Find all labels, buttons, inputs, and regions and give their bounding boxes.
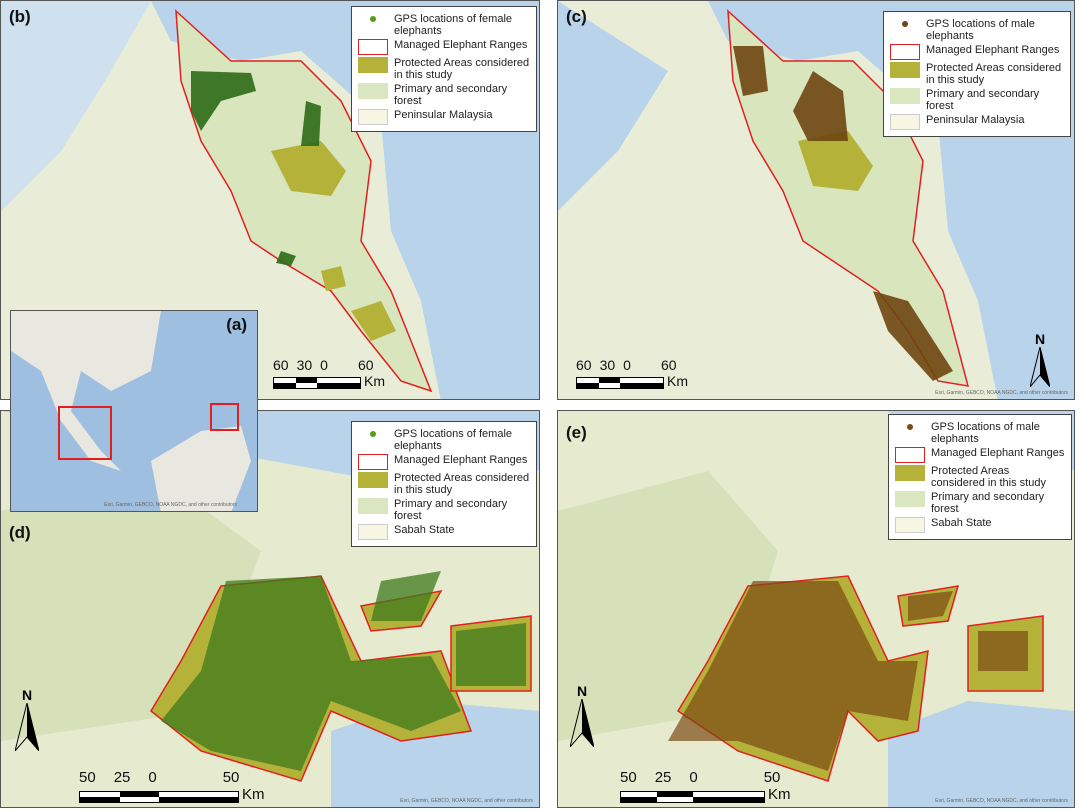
north-arrow: N [569,683,595,750]
legend-e: GPS locations of male elephants Managed … [888,414,1072,540]
north-label: N [576,683,588,699]
legend-ranges: Managed Elephant Ranges [394,39,528,51]
gps-point-icon [358,13,388,25]
scale-bar-d: 50 25 0 50 Km [79,769,265,803]
north-arrow-icon [14,702,40,752]
panel-label-d: (d) [9,523,31,542]
attribution: Esri, Garmin, GEBCO, NOAA NGDC, and othe… [400,798,533,804]
forest-swatch [890,88,920,104]
scale-tick: 50 [763,769,781,786]
north-arrow: N [14,687,40,754]
legend-protected: Protected Areas considered in this study [926,62,1062,86]
legend-region: Peninsular Malaysia [394,109,493,121]
scale-tick: 30 [296,357,313,373]
attribution: Esri, Garmin, GEBCO, NOAA NGDC, and othe… [104,502,237,508]
north-arrow: N [1029,331,1051,390]
gps-point-icon [890,18,920,30]
inset-map-a: (a) Esri, Garmin, GEBCO, NOAA NGDC, and … [10,310,258,512]
legend-protected: Protected Areas considered in this study [394,472,530,496]
legend-region: Sabah State [931,517,992,529]
legend-forest: Primary and secondary forest [394,83,508,107]
legend-c: GPS locations of male elephants Managed … [883,11,1071,137]
scale-tick: 60 [660,357,677,373]
legend-ranges: Managed Elephant Ranges [931,447,1065,459]
panel-label-c: (c) [566,7,587,26]
scale-tick: 50 [222,769,240,786]
forest-swatch [358,83,388,99]
legend-forest: Primary and secondary forest [926,88,1040,112]
legend-region: Peninsular Malaysia [926,114,1025,126]
scale-tick: 0 [148,769,157,786]
north-arrow-icon [569,698,595,748]
legend-gps: GPS locations of female elephants [394,428,513,452]
legend-protected: Protected Areas considered in this study [931,465,1046,489]
map-panel-e: (e) GPS locations of male elephants Mana… [557,410,1075,808]
panel-label-b: (b) [9,7,31,26]
gps-point-icon [358,428,388,440]
scale-unit: Km [242,786,265,803]
legend-gps: GPS locations of male elephants [931,421,1040,445]
map-panel-c: (c) GPS locations of male elephants Mana… [557,0,1075,400]
north-label: N [21,687,33,703]
panel-label-a: (a) [226,315,247,334]
scale-unit: Km [768,786,791,803]
scale-unit: Km [364,373,385,389]
protected-swatch [358,472,388,488]
protected-swatch [890,62,920,78]
legend-region: Sabah State [394,524,455,536]
legend-ranges: Managed Elephant Ranges [926,44,1060,56]
north-arrow-icon [1029,346,1051,388]
region-swatch [890,114,920,130]
scale-tick: 60 [576,357,592,373]
protected-swatch [358,57,388,73]
region-swatch [358,524,388,540]
scale-tick: 30 [599,357,616,373]
region-swatch [895,517,925,533]
scale-tick: 0 [689,769,698,786]
scale-tick: 60 [357,357,374,373]
forest-swatch [895,491,925,507]
scale-tick: 0 [320,357,328,373]
map-panel-b: (b) GPS locations of female elephants Ma… [0,0,540,400]
scale-tick: 25 [113,769,131,786]
range-swatch [358,39,388,55]
north-label: N [1034,331,1046,347]
scale-bar-c: 60 30 0 60 Km [576,357,688,389]
scale-tick: 0 [623,357,631,373]
region-swatch [358,109,388,125]
range-swatch [358,454,388,470]
legend-forest: Primary and secondary forest [931,491,1045,515]
legend-ranges: Managed Elephant Ranges [394,454,528,466]
range-swatch [890,44,920,60]
gps-point-icon [895,421,925,433]
attribution: Esri, Garmin, GEBCO, NOAA NGDC, and othe… [935,390,1068,396]
scale-tick: 60 [273,357,289,373]
scale-bar-b: 60 30 0 60 Km [273,357,385,389]
legend-gps: GPS locations of male elephants [926,18,1035,42]
female-gps-points [161,571,526,771]
southeast-asia-map [11,311,251,511]
range-swatch [895,447,925,463]
legend-forest: Primary and secondary forest [394,498,508,522]
panel-label-e: (e) [566,423,587,442]
legend-gps: GPS locations of female elephants [394,13,513,37]
legend-d: GPS locations of female elephants Manage… [351,421,537,547]
female-gps-points [191,71,321,266]
legend-b: GPS locations of female elephants Manage… [351,6,537,132]
scale-unit: Km [667,373,688,389]
sabah-extent-box [210,403,239,431]
male-gps-points [733,46,953,381]
legend-protected: Protected Areas considered in this study [394,57,530,81]
scale-tick: 50 [620,769,637,786]
peninsular-map-female [1,1,441,399]
scale-tick: 50 [79,769,96,786]
protected-swatch [895,465,925,481]
forest-swatch [358,498,388,514]
attribution: Esri, Garmin, GEBCO, NOAA NGDC, and othe… [935,798,1068,804]
scale-tick: 25 [654,769,672,786]
scale-bar-e: 50 25 0 50 Km [620,769,791,803]
peninsular-extent-box [58,406,112,460]
male-gps-points [668,581,1028,771]
